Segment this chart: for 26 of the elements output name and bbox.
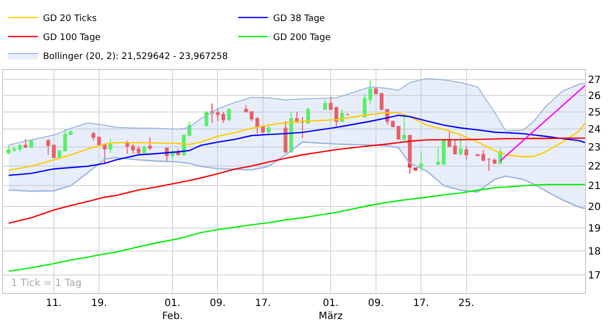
x-tick-label: 17. xyxy=(254,298,271,309)
legend-label: GD 38 Tage xyxy=(273,14,326,24)
x-tick-label: 01. März xyxy=(318,298,343,322)
y-tick-label: 19 xyxy=(588,224,601,235)
y-tick-label: 20 xyxy=(588,202,601,213)
x-tick-label: 19. xyxy=(91,298,108,309)
y-tick-label: 23 xyxy=(588,142,601,154)
annotation: 1 Tick = 1 Tag xyxy=(11,278,82,289)
x-tick-label: 09. xyxy=(368,298,384,309)
x-tick-label: 25. xyxy=(458,298,474,309)
x-tick-label: 17. xyxy=(413,298,430,309)
y-tick-label: 21 xyxy=(588,181,601,192)
y-tick-label: 22 xyxy=(588,162,601,173)
legend-label: GD 200 Tage xyxy=(273,33,332,44)
legend-label: GD 20 Ticks xyxy=(43,14,97,24)
x-tick-label: 11. xyxy=(46,298,62,309)
y-tick-label: 24 xyxy=(588,124,601,136)
x-tick-label: 09. xyxy=(210,298,226,309)
legend-label: GD 100 Tage xyxy=(43,33,102,44)
y-tick-label: 26 xyxy=(588,90,601,102)
y-tick-label: 27 xyxy=(588,74,601,86)
x-tick-label: 01. Feb. xyxy=(162,298,183,322)
y-tick-label: 25 xyxy=(588,107,601,118)
y-tick-label: 18 xyxy=(588,246,601,258)
legend-label: Bollinger (20, 2): 21,529642 - 23,967258 xyxy=(43,52,228,62)
y-tick-label: 17 xyxy=(588,270,601,282)
